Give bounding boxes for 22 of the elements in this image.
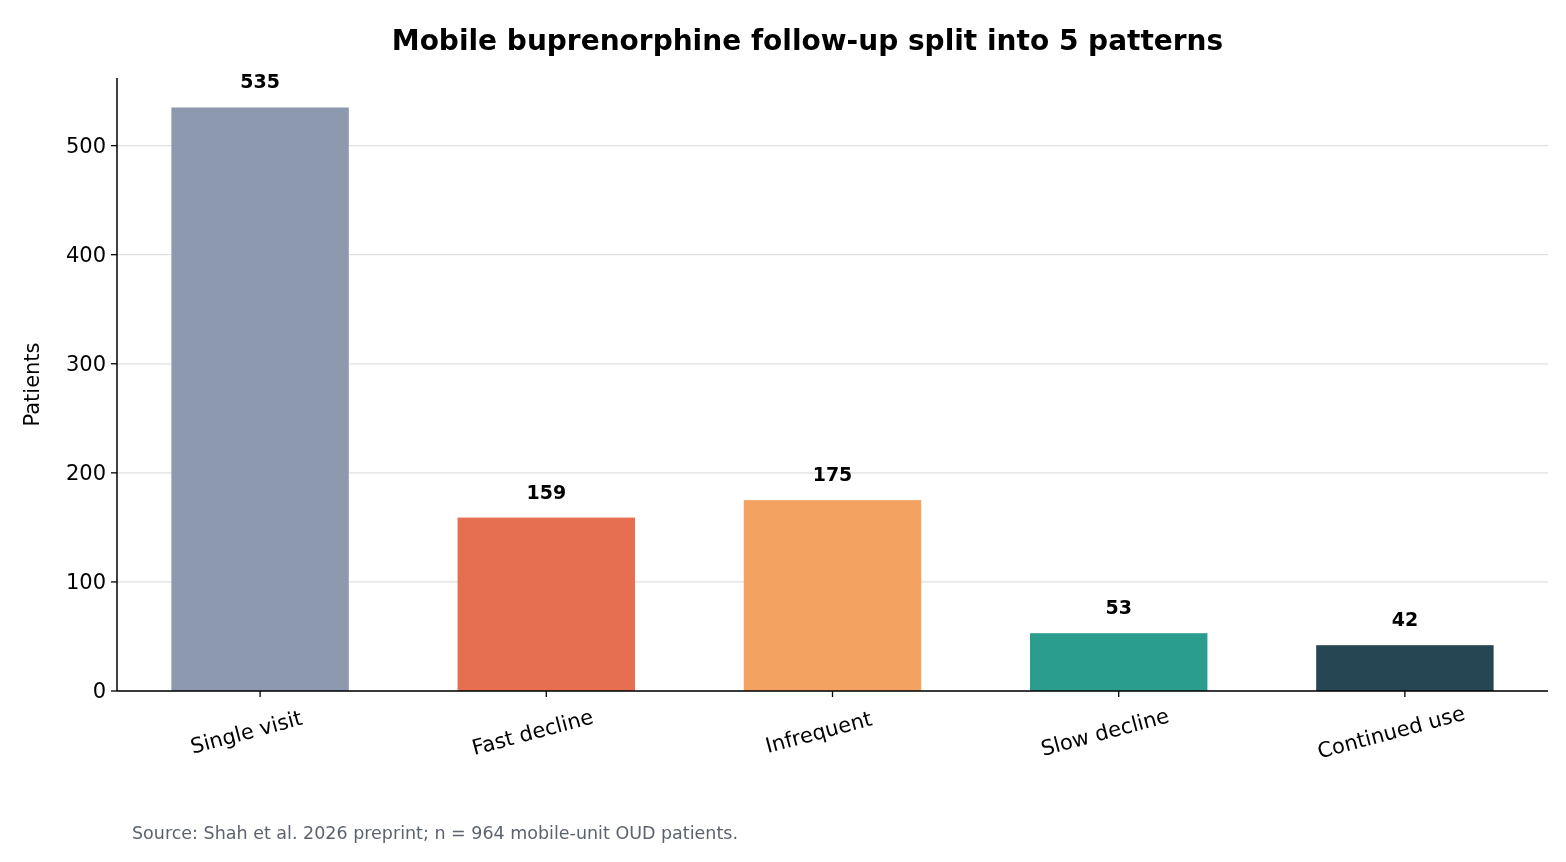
data-label: 175 — [812, 463, 853, 486]
y-tick-label: 300 — [65, 352, 106, 377]
bar — [171, 107, 349, 691]
bar — [1316, 645, 1494, 691]
data-label: 53 — [1105, 596, 1132, 619]
data-label: 535 — [240, 70, 280, 93]
chart-title: Mobile buprenorphine follow-up split into 5 patterns — [391, 24, 1224, 57]
bar — [743, 500, 922, 691]
y-tick-label: 200 — [65, 461, 106, 486]
x-tick-label: Fast decline — [469, 704, 596, 760]
y-axis-title: Patients — [20, 342, 44, 427]
x-tick-label: Single visit — [187, 705, 305, 759]
data-label: 42 — [1391, 608, 1419, 631]
bar — [457, 517, 636, 691]
y-tick-label: 500 — [65, 133, 106, 158]
data-label: 159 — [526, 480, 567, 503]
y-tick-label: 0 — [92, 679, 106, 704]
y-tick-label: 400 — [65, 243, 106, 268]
bar — [1029, 633, 1208, 691]
source-note: Source: Shah et al. 2026 preprint; n = 964 mobile-unit OUD patients. — [132, 823, 738, 843]
y-tick-label: 100 — [65, 570, 106, 595]
x-tick-label: Slow decline — [1038, 703, 1172, 761]
